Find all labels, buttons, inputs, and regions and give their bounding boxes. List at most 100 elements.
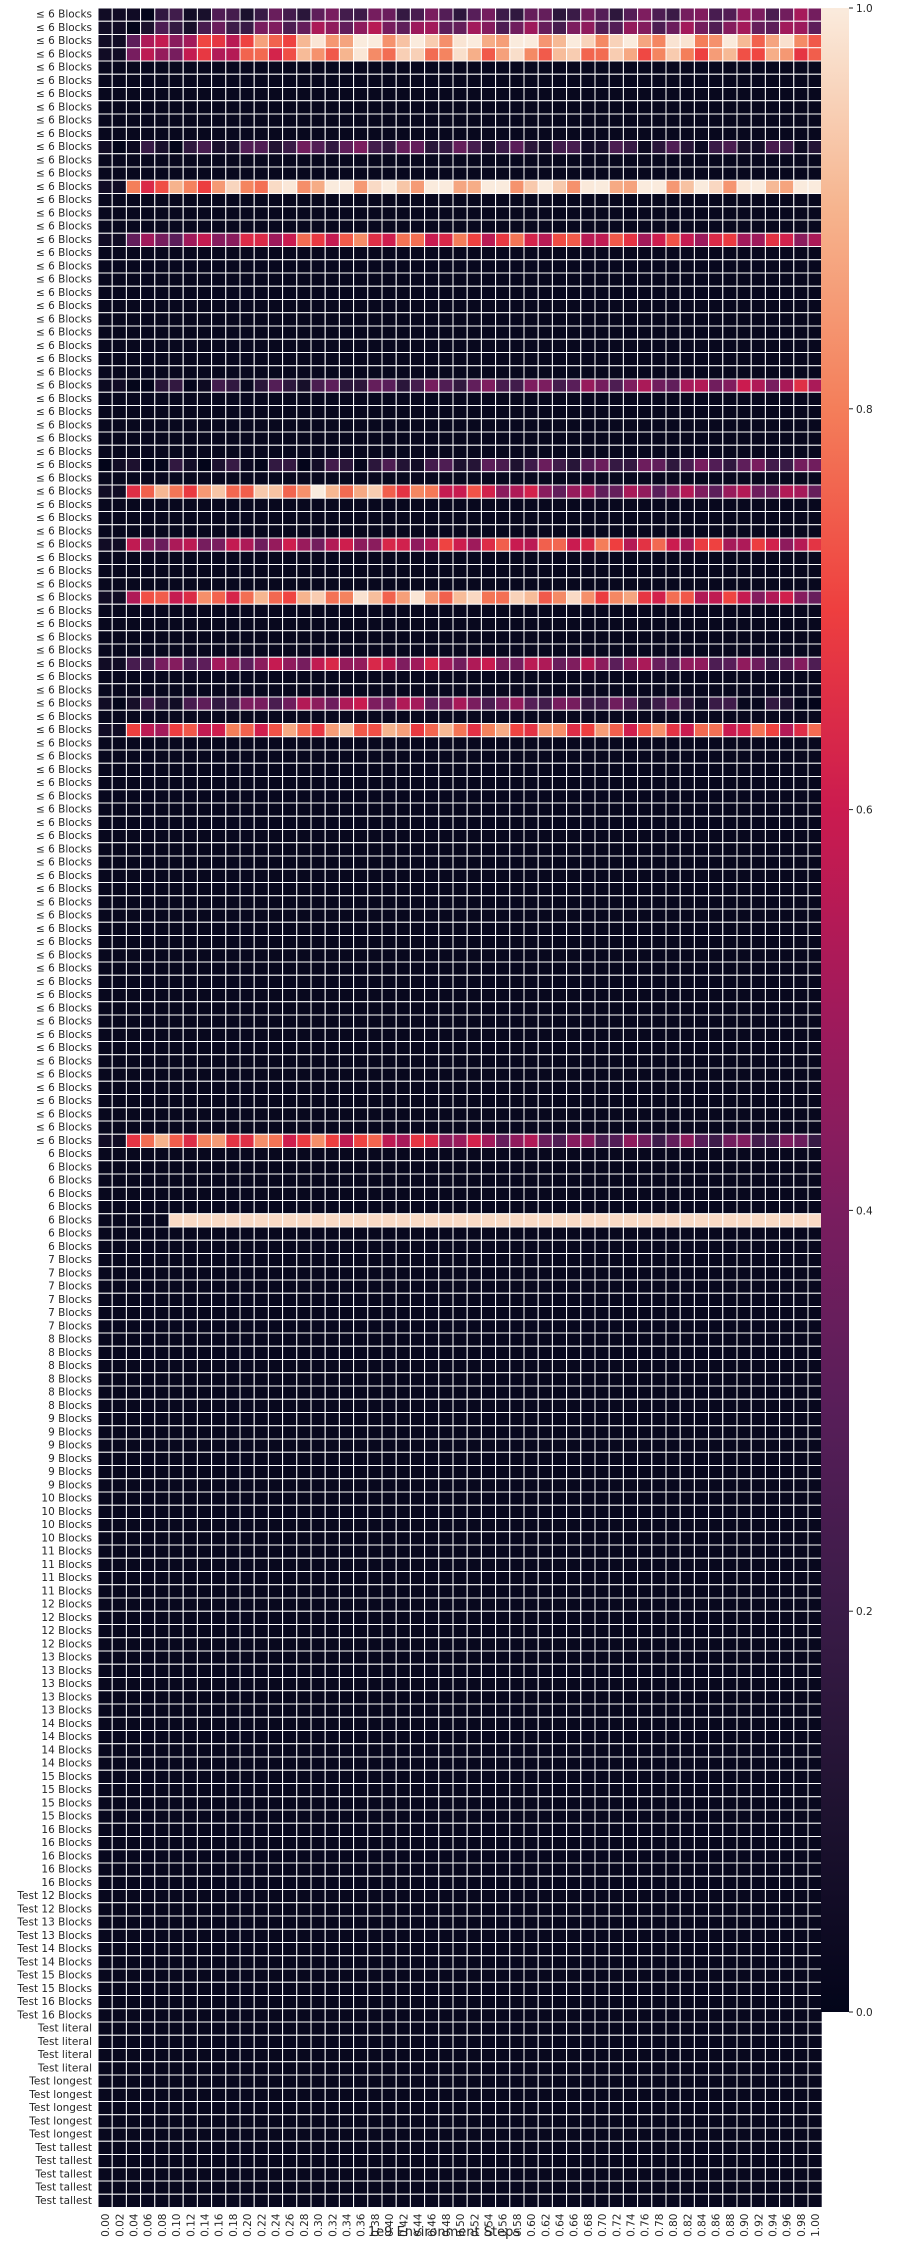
heatmap-cell	[495, 471, 511, 486]
heatmap-cell	[708, 656, 724, 671]
heatmap-cell	[651, 497, 667, 512]
heatmap-cell	[793, 908, 809, 923]
heatmap-cell	[395, 352, 411, 367]
heatmap-cell	[566, 1027, 582, 1042]
heatmap-cell	[551, 1107, 568, 1122]
heatmap-cell	[182, 484, 198, 499]
heatmap-cell	[551, 1200, 568, 1215]
heatmap-cell	[125, 511, 142, 526]
heatmap-cell	[466, 166, 482, 181]
heatmap-cell	[580, 100, 596, 115]
heatmap-cell	[353, 20, 369, 35]
heatmap-cell	[480, 87, 497, 102]
heatmap-cell	[168, 1186, 184, 1201]
heatmap-cell	[338, 630, 355, 645]
heatmap-cell	[282, 829, 298, 844]
heatmap-cell	[253, 815, 269, 830]
heatmap-cell	[125, 1226, 142, 1241]
heatmap-cell	[97, 1226, 113, 1241]
heatmap-cell	[409, 193, 426, 208]
heatmap-cell	[466, 299, 482, 314]
heatmap-cell	[594, 484, 610, 499]
heatmap-cell	[140, 908, 156, 923]
heatmap-cell	[736, 285, 752, 300]
heatmap-cell	[409, 126, 426, 141]
heatmap-cell	[750, 405, 766, 420]
heatmap-cell	[608, 1107, 624, 1122]
heatmap-cell	[353, 1014, 369, 1029]
heatmap-cell	[395, 829, 411, 844]
heatmap-cell	[637, 630, 653, 645]
heatmap-cell	[764, 511, 781, 526]
heatmap-cell	[764, 431, 781, 446]
heatmap-cell	[97, 1080, 113, 1095]
heatmap-cell	[125, 1239, 142, 1254]
heatmap-cell	[282, 1120, 298, 1135]
heatmap-cell	[736, 1027, 752, 1042]
heatmap-cell	[679, 431, 695, 446]
heatmap-cell	[551, 670, 568, 685]
heatmap-cell	[97, 444, 113, 459]
heatmap-cell	[154, 696, 170, 711]
heatmap-cell	[551, 961, 568, 976]
heatmap-cell	[168, 577, 184, 592]
heatmap-cell	[154, 87, 170, 102]
heatmap-cell	[708, 1200, 724, 1215]
heatmap-cell	[310, 550, 326, 565]
heatmap-cell	[480, 259, 497, 274]
heatmap-cell	[580, 1133, 596, 1148]
heatmap-cell	[537, 603, 553, 618]
heatmap-cell	[466, 789, 482, 804]
heatmap-cell	[381, 60, 397, 75]
heatmap-cell	[225, 484, 241, 499]
heatmap-cell	[651, 1120, 667, 1135]
heatmap-cell	[253, 405, 269, 420]
heatmap-cell	[353, 391, 369, 406]
heatmap-cell	[182, 272, 198, 287]
heatmap-cell	[722, 802, 738, 817]
heatmap-cell	[480, 908, 497, 923]
heatmap-cell	[239, 1067, 255, 1082]
heatmap-cell	[693, 882, 710, 897]
heatmap-cell	[97, 564, 113, 579]
heatmap-cell	[523, 749, 539, 764]
heatmap-cell	[580, 577, 596, 592]
heatmap-cell	[97, 550, 113, 565]
heatmap-cell	[324, 259, 340, 274]
heatmap-cell	[253, 802, 269, 817]
heatmap-cell	[793, 961, 809, 976]
heatmap-cell	[182, 590, 198, 605]
heatmap-cell	[693, 1292, 710, 1307]
heatmap-cell	[140, 418, 156, 433]
heatmap-cell	[551, 683, 568, 698]
heatmap-cell	[764, 670, 781, 685]
heatmap-cell	[353, 908, 369, 923]
heatmap-cell	[225, 140, 241, 155]
heatmap-cell	[779, 564, 795, 579]
heatmap-cell	[608, 855, 624, 870]
heatmap-cell	[310, 246, 326, 261]
heatmap-cell	[97, 935, 113, 950]
heatmap-cell	[452, 1001, 468, 1016]
heatmap-cell	[338, 272, 355, 287]
heatmap-cell	[381, 259, 397, 274]
heatmap-cell	[154, 1186, 170, 1201]
heatmap-cell	[338, 140, 355, 155]
heatmap-cell	[424, 1107, 440, 1122]
heatmap-cell	[140, 630, 156, 645]
heatmap-cell	[282, 285, 298, 300]
heatmap-cell	[211, 1094, 227, 1109]
heatmap-cell	[466, 338, 482, 353]
heatmap-cell	[381, 1120, 397, 1135]
heatmap-cell	[211, 895, 227, 910]
heatmap-cell	[551, 511, 568, 526]
heatmap-cell	[282, 391, 298, 406]
heatmap-cell	[509, 206, 525, 221]
heatmap-cell	[225, 617, 241, 632]
heatmap-cell	[324, 1266, 340, 1281]
heatmap-cell	[296, 1094, 312, 1109]
heatmap-cell	[282, 113, 298, 128]
heatmap-cell	[125, 709, 142, 724]
heatmap-cell	[693, 1213, 710, 1228]
heatmap-cell	[211, 789, 227, 804]
